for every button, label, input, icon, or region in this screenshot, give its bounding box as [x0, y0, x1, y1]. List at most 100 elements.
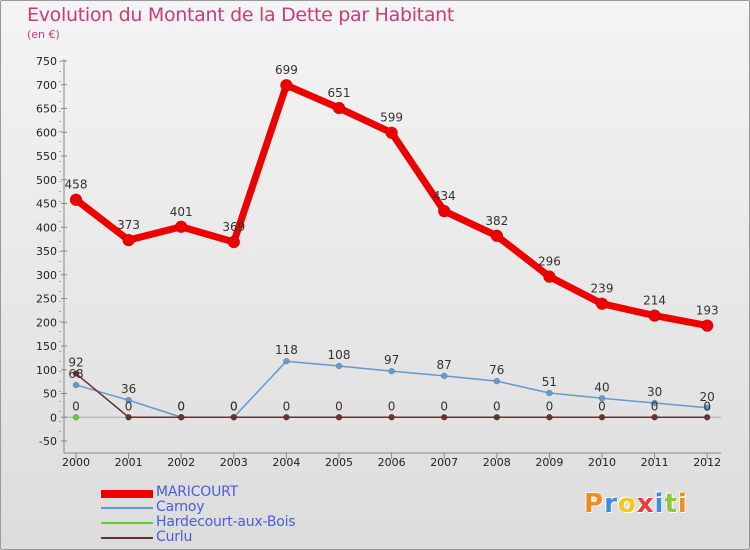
- data-point: [332, 101, 346, 115]
- legend-swatch-maricourt: [101, 490, 153, 498]
- y-tick-label: 750: [36, 55, 57, 68]
- data-label: 214: [643, 294, 666, 308]
- data-label: 0: [546, 399, 554, 413]
- y-tick-label: 400: [36, 221, 57, 234]
- x-tick-label: 2009: [535, 456, 563, 469]
- data-point: [703, 414, 711, 421]
- legend-swatch-curlu: [101, 537, 153, 539]
- data-label: 401: [170, 205, 193, 219]
- data-point: [69, 193, 83, 206]
- x-tick-label: 2001: [115, 456, 143, 469]
- data-point: [490, 229, 504, 243]
- data-point: [227, 235, 241, 249]
- logo-letter: t: [664, 489, 678, 519]
- legend-label: Curlu: [156, 529, 193, 545]
- logo-letter: x: [636, 489, 655, 519]
- legend-swatch-hardecourt: [101, 522, 153, 524]
- data-label: 20: [700, 390, 715, 404]
- data-label: 0: [177, 399, 185, 413]
- data-point: [648, 309, 661, 322]
- data-label: 92: [68, 356, 83, 370]
- data-point: [174, 220, 188, 234]
- data-label: 0: [72, 399, 80, 413]
- data-point: [72, 370, 80, 377]
- data-label: 68: [68, 367, 83, 381]
- y-tick-label: 100: [36, 364, 57, 377]
- y-tick-label: 200: [36, 316, 57, 329]
- data-label: 458: [65, 178, 88, 192]
- data-point: [280, 78, 293, 92]
- data-label: 651: [328, 86, 351, 100]
- data-label: 0: [493, 399, 501, 413]
- data-label: 108: [328, 348, 351, 362]
- data-label: 0: [177, 399, 185, 413]
- legend-label: MARICOURT: [156, 484, 239, 500]
- x-tick-label: 2006: [378, 456, 406, 469]
- x-tick-label: 2005: [325, 456, 353, 469]
- data-label: 40: [594, 380, 609, 394]
- x-tick-label: 2000: [62, 456, 90, 469]
- logo-letter: P: [584, 489, 605, 519]
- legend-label: Hardecourt-aux-Bois: [156, 514, 296, 530]
- x-tick-label: 2008: [483, 456, 511, 469]
- data-point: [437, 204, 451, 218]
- data-label: 0: [598, 399, 606, 413]
- y-tick-label: 550: [36, 150, 57, 163]
- legend-item-hardecourt: Hardecourt-aux-Bois: [101, 514, 361, 531]
- data-label: 0: [230, 399, 238, 413]
- x-tick-label: 2011: [641, 456, 669, 469]
- legend-swatch-carnoy: [101, 507, 153, 509]
- x-tick-label: 2003: [220, 456, 248, 469]
- y-tick-label: 0: [50, 411, 57, 424]
- legend-item-curlu: Curlu: [101, 529, 361, 546]
- data-label: 382: [485, 214, 508, 228]
- legend-item-maricourt: MARICOURT: [101, 484, 361, 501]
- data-point: [440, 414, 448, 421]
- logo-letter: r: [604, 489, 618, 519]
- y-tick-label: 50: [43, 388, 57, 401]
- logo-letter: i: [654, 489, 665, 519]
- data-point: [122, 233, 135, 247]
- data-label: 0: [283, 399, 291, 413]
- data-label: 0: [230, 399, 238, 413]
- y-tick-label: 700: [36, 79, 57, 92]
- data-point: [598, 414, 606, 421]
- y-tick-label: 150: [36, 340, 57, 353]
- data-point: [440, 372, 448, 380]
- data-label: 51: [542, 375, 557, 389]
- x-tick-label: 2012: [693, 456, 721, 469]
- y-tick-label: 600: [36, 126, 57, 139]
- data-point: [230, 414, 238, 421]
- data-point: [125, 414, 132, 421]
- data-point: [651, 414, 658, 421]
- data-label: 76: [489, 363, 504, 377]
- data-label: 0: [651, 399, 659, 413]
- y-tick-label: 350: [36, 245, 57, 258]
- data-label: 239: [591, 282, 614, 296]
- data-point: [703, 404, 711, 411]
- data-label: 599: [380, 111, 403, 125]
- data-point: [72, 414, 80, 421]
- data-label: 434: [433, 189, 456, 203]
- data-point: [543, 270, 556, 283]
- y-tick-label: 650: [36, 103, 57, 116]
- data-label: 0: [125, 399, 133, 413]
- data-label: 193: [696, 304, 719, 318]
- data-point: [177, 414, 185, 421]
- data-point: [125, 396, 132, 404]
- legend-item-carnoy: Carnoy: [101, 499, 361, 516]
- logo-letter: o: [617, 489, 637, 519]
- x-tick-label: 2007: [430, 456, 458, 469]
- data-label: 0: [335, 399, 343, 413]
- data-label: 0: [440, 399, 448, 413]
- data-point: [335, 362, 343, 370]
- data-point: [493, 377, 501, 385]
- x-tick-label: 2004: [272, 456, 300, 469]
- legend-label: Carnoy: [156, 499, 205, 515]
- x-tick-label: 2010: [588, 456, 616, 469]
- data-point: [388, 367, 395, 375]
- data-label: 699: [275, 63, 298, 77]
- data-label: 87: [437, 358, 452, 372]
